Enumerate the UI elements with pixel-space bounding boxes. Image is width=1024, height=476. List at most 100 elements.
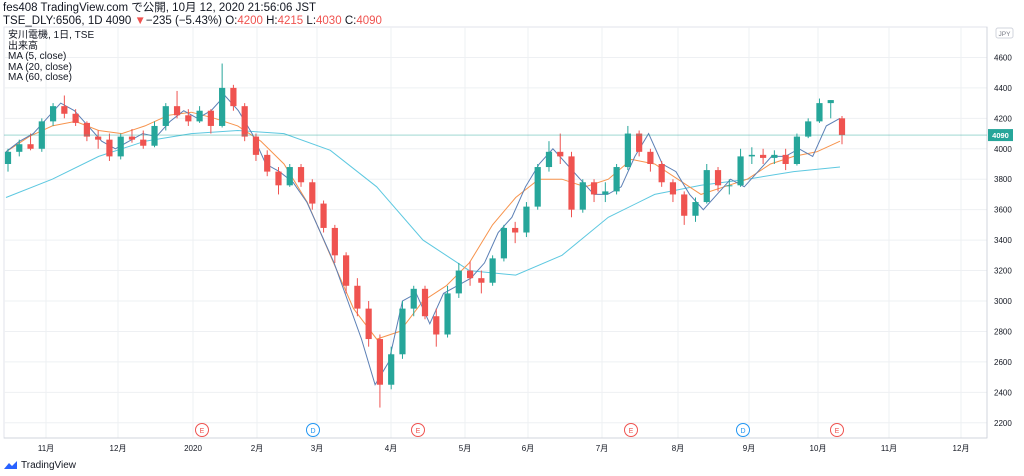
candle xyxy=(72,109,79,126)
candle xyxy=(692,197,699,222)
candle-body xyxy=(500,227,507,259)
candle-body xyxy=(83,122,90,137)
candle-body xyxy=(185,115,192,122)
candle-body xyxy=(534,167,541,207)
candle-body xyxy=(737,156,744,186)
candle xyxy=(545,141,553,172)
candle-body xyxy=(16,144,23,152)
candle xyxy=(737,148,744,187)
candle xyxy=(523,202,530,238)
candle-body xyxy=(106,139,113,157)
x-tick-label: 8月 xyxy=(672,444,684,453)
candle-body xyxy=(793,136,801,164)
x-tick-label: 7月 xyxy=(596,444,608,453)
candle-body xyxy=(365,308,372,340)
dividend-marker: D xyxy=(736,423,750,437)
candle-body xyxy=(140,139,147,146)
candle-body xyxy=(602,191,609,195)
symbol-quote: TSE_DLY:6506, 1D 4090 ▼−235 (−5.43%) O:4… xyxy=(3,15,382,28)
candle xyxy=(703,164,710,204)
y-tick-label: 3400 xyxy=(994,236,1012,245)
candle-body xyxy=(162,106,169,126)
candle xyxy=(331,224,338,263)
candle-body xyxy=(647,151,654,164)
price-change: −235 (−5.43%) xyxy=(145,15,222,27)
candle xyxy=(816,98,823,123)
legend-symbol: 安川電機, 1日, TSE xyxy=(8,30,95,41)
chart-header: fes408 TradingView.com で公開, 10月 12, 2020… xyxy=(3,2,382,28)
candle-body xyxy=(760,154,767,158)
candle xyxy=(297,164,305,187)
candle xyxy=(286,164,293,187)
svg-text:D: D xyxy=(310,428,315,435)
candle xyxy=(264,150,271,177)
y-tick-label: 3800 xyxy=(994,175,1012,184)
candle-body xyxy=(72,113,79,123)
price-axis[interactable]: JPY 2200 2400 2600 2800 3000 3200 3400 3600 3800 4… xyxy=(986,27,1014,438)
candle-body xyxy=(681,194,688,216)
y-tick-label: 3600 xyxy=(994,206,1012,215)
publish-info: fes408 TradingView.com で公開, 10月 12, 2020… xyxy=(3,2,317,14)
candle xyxy=(241,103,248,142)
y-tick-label: 2800 xyxy=(994,327,1012,336)
candle xyxy=(128,128,136,143)
candle xyxy=(793,133,801,166)
svg-text:D: D xyxy=(740,428,745,435)
open-label: O: xyxy=(225,15,238,27)
dividend-marker: D xyxy=(306,423,320,437)
candle-body xyxy=(613,167,620,192)
earnings-marker: E xyxy=(624,423,638,437)
y-tick-label: 2600 xyxy=(994,358,1012,367)
earnings-marker: E xyxy=(411,423,425,437)
candle-body xyxy=(207,110,214,126)
candle xyxy=(782,148,789,171)
y-tick-label: 4200 xyxy=(994,114,1012,123)
y-tick-label: 3200 xyxy=(994,267,1012,276)
earnings-marker: E xyxy=(830,423,844,437)
candle xyxy=(410,285,417,317)
tradingview-logo[interactable]: TradingView xyxy=(4,460,76,471)
candle xyxy=(478,270,485,294)
candle xyxy=(602,182,609,203)
candle xyxy=(173,90,181,119)
legend-ma20: MA (20, close) xyxy=(8,61,72,73)
y-tick-label: 2400 xyxy=(994,388,1012,397)
open-value: 4200 xyxy=(237,15,263,27)
candle xyxy=(760,148,767,164)
candle xyxy=(613,164,620,195)
candle-body xyxy=(309,182,316,204)
candle xyxy=(343,252,350,294)
candle xyxy=(838,116,846,145)
candle-body xyxy=(117,136,124,157)
symbol-name: TSE_DLY:6506, 1D 4090 xyxy=(3,15,132,27)
x-tick-label: 11月 xyxy=(38,444,54,453)
candle xyxy=(433,308,440,347)
candle xyxy=(309,179,316,210)
candle-body xyxy=(827,100,834,104)
candle xyxy=(681,191,688,225)
candle-body xyxy=(478,278,485,283)
candle-body xyxy=(331,227,338,256)
candle-body xyxy=(624,133,631,168)
candle-body xyxy=(219,87,226,126)
x-tick-label: 12月 xyxy=(953,444,970,453)
down-arrow-icon: ▼ xyxy=(134,15,146,27)
candle xyxy=(714,167,722,192)
candle xyxy=(827,100,834,119)
x-tick-label: 6月 xyxy=(522,444,534,453)
candle xyxy=(354,278,361,317)
tradingview-icon xyxy=(4,461,17,469)
candle xyxy=(579,179,586,213)
candle-body xyxy=(95,136,102,140)
candle xyxy=(151,121,158,148)
candle xyxy=(16,139,23,157)
candle-body xyxy=(275,171,282,186)
last-price-marker: 4090 xyxy=(4,129,1013,142)
time-axis[interactable]: 11月 12月 2020 2月 3月 4月 5月 6月 7月 8月 9月 10月 11月 12月 xyxy=(4,437,987,453)
x-tick-label: 10月 xyxy=(810,444,827,453)
candle-body xyxy=(455,270,462,294)
candle xyxy=(568,151,575,218)
candle-body xyxy=(421,288,429,317)
candle-body xyxy=(726,185,733,187)
